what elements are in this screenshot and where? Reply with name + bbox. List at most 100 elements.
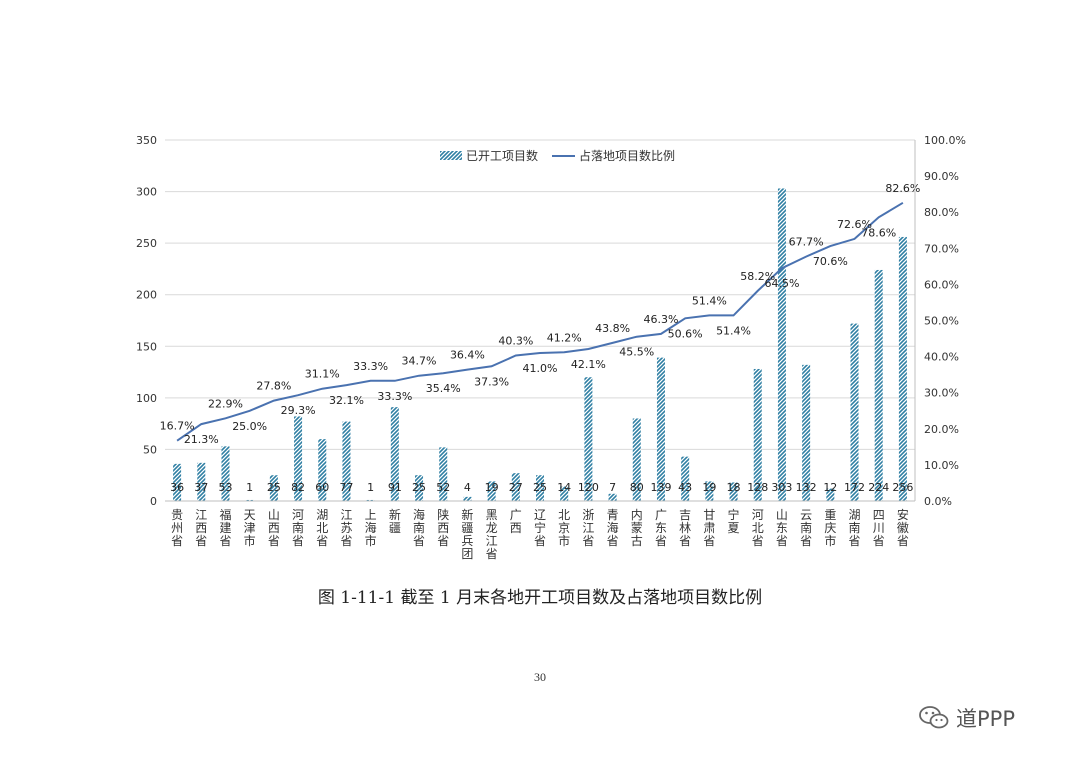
x-tick-label: 黑 xyxy=(486,508,498,522)
bar-value-label: 14 xyxy=(557,481,571,494)
x-tick-label: 宁 xyxy=(728,507,740,522)
x-tick-label: 州 xyxy=(171,521,183,535)
bar xyxy=(898,236,907,501)
bar xyxy=(294,416,303,501)
x-tick-label: 河 xyxy=(752,508,764,522)
x-tick-label: 青 xyxy=(607,508,619,522)
x-tick-label: 肃 xyxy=(703,521,715,535)
x-tick-label: 省 xyxy=(534,534,546,548)
y-left-tick-label: 150 xyxy=(136,340,157,353)
bar-value-label: 77 xyxy=(339,481,353,494)
watermark: 道PPP xyxy=(918,700,1015,736)
x-tick-label: 兵 xyxy=(461,534,473,548)
x-tick-label: 贵 xyxy=(171,508,183,522)
x-tick-label: 广 xyxy=(655,508,667,522)
x-tick-label: 津 xyxy=(244,521,256,535)
x-tick-label: 南 xyxy=(849,520,861,535)
x-tick-label: 湖 xyxy=(849,507,861,522)
bar-value-label: 120 xyxy=(578,481,599,494)
bar xyxy=(511,473,520,501)
x-tick-label: 省 xyxy=(873,534,885,548)
line-value-label: 50.6% xyxy=(668,327,703,340)
y-right-tick-label: 20.0% xyxy=(924,423,959,436)
x-tick-label: 省 xyxy=(752,534,764,548)
x-tick-label: 省 xyxy=(703,534,715,548)
x-tick-label: 省 xyxy=(582,534,594,548)
x-tick-label: 河 xyxy=(292,508,304,522)
x-tick-label: 省 xyxy=(171,534,183,548)
x-tick-label: 山 xyxy=(776,508,788,522)
bar-value-label: 303 xyxy=(771,481,792,494)
y-left-tick-label: 250 xyxy=(136,237,157,250)
y-left-tick-label: 350 xyxy=(136,134,157,147)
y-left-tick-label: 200 xyxy=(136,289,157,302)
bar xyxy=(608,493,617,501)
x-tick-label: 省 xyxy=(655,534,667,548)
bar xyxy=(826,488,835,501)
x-tick-label: 京 xyxy=(558,521,570,535)
x-tick-label: 林 xyxy=(679,521,691,535)
x-tick-label: 安 xyxy=(897,507,909,522)
line-value-label: 51.4% xyxy=(692,294,727,307)
y-left-tick-label: 50 xyxy=(143,443,157,456)
x-tick-label: 新 xyxy=(389,507,401,522)
bar-value-label: 224 xyxy=(868,481,889,494)
bar xyxy=(439,447,448,501)
line-path xyxy=(176,201,904,442)
bar-value-label: 53 xyxy=(218,481,232,494)
y-right-tick-label: 100.0% xyxy=(924,134,966,147)
wechat-icon xyxy=(919,706,949,729)
bar-value-label: 172 xyxy=(844,481,865,494)
x-tick-label: 省 xyxy=(316,534,328,548)
x-tick-label: 海 xyxy=(607,520,619,535)
bar xyxy=(197,462,206,501)
x-tick-label: 省 xyxy=(195,534,207,548)
x-tick-label: 徽 xyxy=(897,520,909,535)
bar-value-label: 132 xyxy=(796,481,817,494)
y-right-tick-label: 30.0% xyxy=(924,387,959,400)
bar xyxy=(245,499,254,501)
x-tick-label: 省 xyxy=(292,534,304,548)
x-tick-label: 夏 xyxy=(728,521,740,535)
line-value-label: 43.8% xyxy=(595,322,630,335)
bar xyxy=(463,496,472,501)
bar xyxy=(584,377,593,501)
bar xyxy=(342,421,351,501)
x-tick-label: 新 xyxy=(461,507,473,522)
line-value-label: 41.2% xyxy=(547,331,582,344)
line-value-label: 29.3% xyxy=(281,404,316,417)
x-tick-label: 内 xyxy=(631,508,643,522)
bar-value-label: 80 xyxy=(630,481,644,494)
x-tick-label: 省 xyxy=(679,534,691,548)
x-tick-label: 北 xyxy=(316,521,328,535)
bar xyxy=(536,475,544,501)
x-tick-label: 省 xyxy=(776,534,788,548)
bar xyxy=(632,418,641,501)
bar-value-label: 1 xyxy=(246,481,253,494)
x-tick-label: 古 xyxy=(631,533,643,548)
bar xyxy=(318,439,327,501)
x-tick-label: 省 xyxy=(486,547,498,561)
line-value-label: 27.8% xyxy=(256,380,291,393)
line-value-label: 33.3% xyxy=(377,390,412,403)
line-value-label: 35.4% xyxy=(426,382,461,395)
line-value-label: 67.7% xyxy=(789,236,824,249)
x-tick-label: 北 xyxy=(558,508,570,522)
bar-series xyxy=(173,188,907,501)
x-tick-label: 甘 xyxy=(703,508,715,522)
x-tick-label: 四 xyxy=(873,508,885,522)
x-tick-label: 湖 xyxy=(316,507,328,522)
x-tick-label: 广 xyxy=(510,508,522,522)
x-tick-label: 团 xyxy=(461,547,473,561)
bar-value-label: 128 xyxy=(747,481,768,494)
y-right-tick-label: 70.0% xyxy=(924,242,959,255)
bar-value-label: 18 xyxy=(727,481,741,494)
x-tick-label: 省 xyxy=(437,534,449,548)
x-tick-label: 江 xyxy=(195,508,207,522)
line-value-label: 78.6% xyxy=(861,226,896,239)
x-tick-label: 省 xyxy=(219,534,231,548)
x-tick-label: 北 xyxy=(752,521,764,535)
x-tick-label: 疆 xyxy=(461,521,473,535)
line-value-label: 34.7% xyxy=(402,355,437,368)
x-tick-label: 省 xyxy=(268,534,280,548)
